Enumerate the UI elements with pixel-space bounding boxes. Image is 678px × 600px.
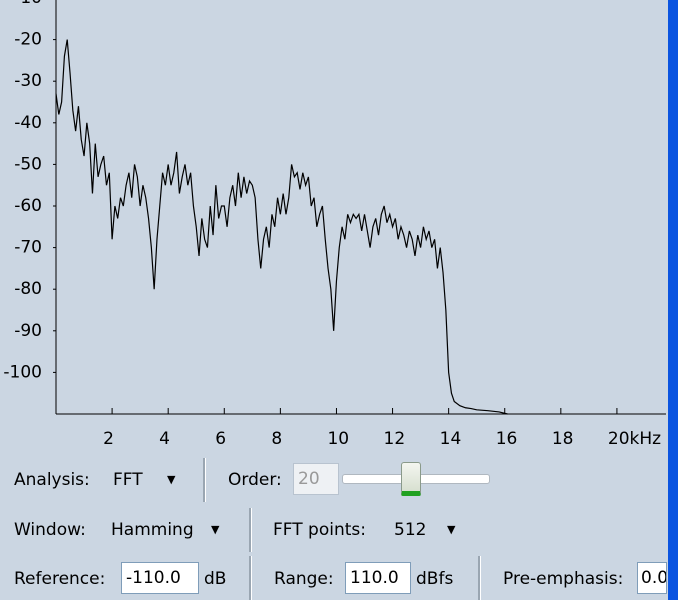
- y-tick-label: -50: [14, 154, 42, 174]
- y-tick-label: -40: [14, 113, 42, 133]
- y-tick-label: -100: [3, 362, 42, 382]
- dropdown[interactable]: 512: [394, 520, 427, 540]
- unit: dB: [204, 569, 227, 589]
- label: Analysis:: [14, 470, 90, 490]
- y-tick-label: -10: [14, 0, 42, 8]
- x-tick-label: 10: [327, 429, 349, 449]
- dropdown[interactable]: Hamming: [111, 520, 194, 540]
- x-tick-label: 6: [215, 429, 226, 449]
- x-tick-label: 12: [384, 429, 406, 449]
- x-tick-label: 4: [159, 429, 170, 449]
- y-tick-label: -20: [14, 30, 42, 50]
- label: Pre-emphasis:: [503, 569, 624, 589]
- label: Window:: [14, 520, 86, 540]
- separator: [478, 556, 481, 600]
- separator: [249, 508, 252, 552]
- label: Reference:: [14, 569, 106, 589]
- dropdown[interactable]: FFT: [113, 470, 143, 490]
- textbox: 20: [293, 463, 339, 495]
- x-tick-label: 16: [496, 429, 518, 449]
- dropdown-arrow[interactable]: ▼: [167, 473, 176, 486]
- y-tick-label: -90: [14, 321, 42, 341]
- y-tick-label: -30: [14, 71, 42, 91]
- y-tick-label: -70: [14, 238, 42, 258]
- label: Order:: [228, 470, 282, 490]
- x-tick-label: 18: [552, 429, 574, 449]
- slider-thumb[interactable]: [401, 462, 421, 496]
- separator: [203, 458, 206, 502]
- dropdown-arrow[interactable]: ▼: [447, 523, 456, 536]
- x-tick-label: 14: [440, 429, 462, 449]
- window-frame: [668, 0, 678, 600]
- dropdown-arrow[interactable]: ▼: [211, 523, 220, 536]
- label: FFT points:: [273, 520, 366, 540]
- textbox[interactable]: 110.0: [345, 562, 411, 594]
- x-tick-label: 8: [271, 429, 282, 449]
- unit: dBfs: [416, 569, 454, 589]
- x-tick-label: 2: [103, 429, 114, 449]
- separator: [249, 556, 252, 600]
- y-tick-label: -80: [14, 279, 42, 299]
- label: Range:: [274, 569, 334, 589]
- textbox[interactable]: 0.0: [637, 562, 667, 594]
- y-tick-label: -60: [14, 196, 42, 216]
- textbox[interactable]: -110.0: [121, 562, 199, 594]
- x-tick-label: 20kHz: [608, 429, 661, 449]
- spectrum-line: [55, 39, 508, 415]
